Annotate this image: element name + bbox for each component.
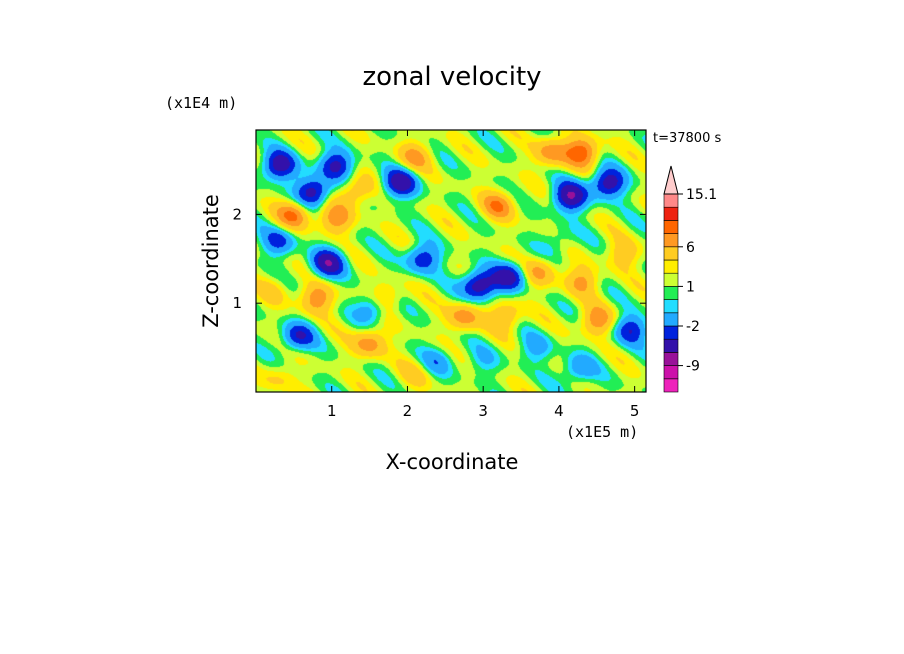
colorbar-box [663, 272, 679, 287]
colorbar-label: 15.1 [686, 187, 717, 203]
colorbar-label: 6 [686, 240, 695, 256]
time-label: t=37800 s [653, 131, 721, 146]
colorbar-box [663, 312, 679, 327]
x-tick-label: 1 [327, 402, 337, 420]
x-axis: 1 2 3 4 5 [327, 130, 639, 420]
chart-title: zonal velocity [362, 62, 541, 92]
heatmap-image [256, 130, 646, 392]
colorbar-box [663, 286, 679, 300]
y-axis-label: Z-coordinate [199, 194, 223, 328]
y-axis: 12 [232, 205, 646, 312]
colorbar-box [663, 352, 679, 366]
x-tick-label: 4 [554, 402, 564, 420]
x-tick-label: 5 [630, 402, 640, 420]
colorbar: 15.1 6 1 -2 -9 [663, 165, 717, 393]
colorbar-box [663, 220, 679, 234]
colorbar-box [663, 365, 679, 380]
colorbar-label: -9 [686, 359, 700, 375]
x-tick-label: 2 [403, 402, 413, 420]
colorbar-box [663, 193, 679, 208]
colorbar-box [663, 259, 679, 274]
colorbar-box [663, 246, 679, 261]
colorbar-label: 1 [686, 279, 695, 295]
x-tick-label: 3 [478, 402, 488, 420]
x-unit-label: (x1E5 m) [566, 423, 638, 441]
colorbar-box [663, 378, 679, 393]
colorbar-top-arrow [663, 165, 679, 195]
colorbar-box [663, 338, 679, 353]
plot-area [255, 129, 647, 393]
colorbar-box [663, 325, 679, 340]
y-unit-label: (x1E4 m) [165, 94, 237, 112]
y-tick-label: 1 [232, 294, 242, 312]
colorbar-box [663, 206, 679, 221]
plot-frame [255, 129, 647, 393]
y-tick-label: 2 [232, 205, 242, 223]
colorbar-label: -2 [686, 319, 700, 335]
colorbar-box [663, 233, 679, 248]
colorbar-box [663, 299, 679, 314]
x-axis-label: X-coordinate [386, 450, 519, 474]
